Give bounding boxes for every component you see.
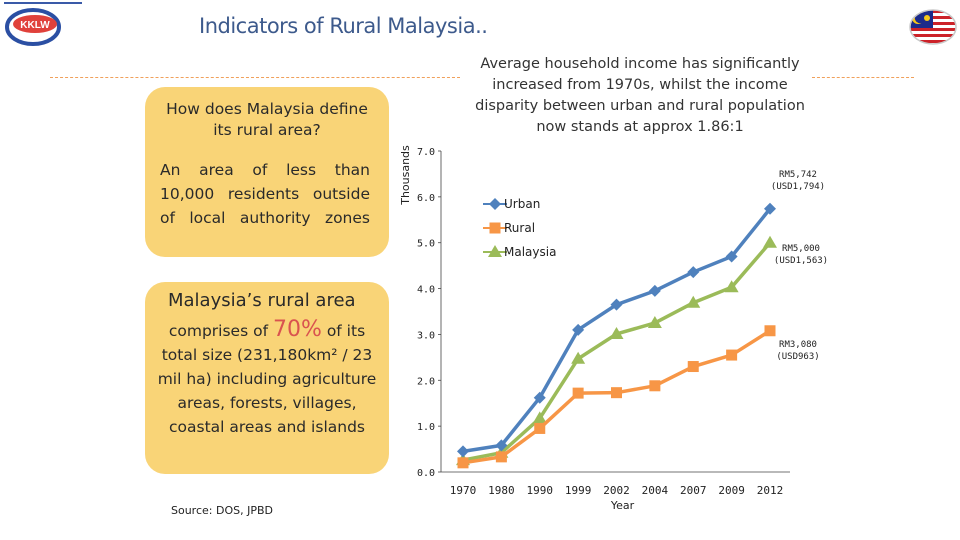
data-point-urban [610,298,623,311]
x-tick-label: 2007 [680,484,707,497]
section-divider-right [812,77,914,78]
chart-series [456,202,777,469]
rural-body-prefix: comprises of [168,322,269,340]
x-tick-label: 1999 [565,484,592,497]
data-point-rural [457,457,469,469]
rural-area-title: Malaysia’s rural area [168,290,356,311]
data-point-malaysia [647,315,662,328]
annotation-label: (USD963) [776,352,819,362]
data-point-urban [457,445,469,458]
legend-marker-malaysia [488,245,502,257]
legend-label-malaysia: Malaysia [504,245,556,259]
annotation-label: (USD1,563) [774,256,828,266]
annotation-label: RM5,000 [782,244,820,254]
x-axis-label: Year [610,499,635,512]
x-tick-label: 2004 [642,484,669,497]
definition-question: How does Malaysia define its rural area? [166,100,368,139]
data-point-rural [495,451,507,463]
data-point-urban [725,250,738,263]
rural-area-box [145,282,389,474]
y-tick-label: 2.0 [417,376,435,387]
data-point-urban [533,391,546,404]
x-tick-label: 1990 [527,484,554,497]
chart-annotations: RM5,742 (USD1,794) RM5,000 (USD1,563) RM3,08… [771,170,828,362]
data-point-rural [764,325,776,337]
legend-marker-rural [489,222,501,234]
data-point-urban [687,266,700,279]
legend-label-urban: Urban [504,197,540,211]
chart-axes: 0.0 1.0 2.0 3.0 4.0 5.0 6.0 7.0 Thousands 1970 198… [399,145,790,512]
x-tick-label: 2012 [757,484,784,497]
y-tick-label: 0.0 [417,468,435,479]
income-line-chart: 0.0 1.0 2.0 3.0 4.0 5.0 6.0 7.0 Thousands 1970 198… [399,145,828,512]
legend-marker-urban [489,198,501,210]
data-point-malaysia [686,295,701,308]
definition-box [145,87,389,257]
y-axis-label: Thousands [399,145,412,206]
y-tick-label: 7.0 [417,147,435,158]
rural-body-rest: total size (231,180km² / 23 mil ha) incl… [157,346,377,436]
annotation-label: (USD1,794) [771,182,825,192]
data-point-malaysia [763,235,777,248]
series-line-malaysia [462,241,772,462]
annotation-label: RM5,742 [779,170,817,180]
rural-percent: 70% [272,317,322,342]
page-title: Indicators of Rural Malaysia.. [199,14,488,38]
data-point-malaysia [532,411,547,424]
section-divider-left [50,77,460,78]
rural-body-suffix: of its [326,322,366,340]
x-tick-label: 1980 [488,484,515,497]
y-tick-label: 1.0 [417,422,435,433]
x-tick-label: 1970 [450,484,477,497]
data-point-urban [764,202,776,215]
y-tick-label: 6.0 [417,193,435,204]
data-point-rural [611,387,622,399]
annotation-label: RM3,080 [779,340,817,350]
data-point-malaysia [571,351,586,364]
x-tick-label: 2009 [718,484,745,497]
rural-area-body: comprises of 70% of its total size (231,… [150,318,384,439]
data-point-rural [572,387,584,399]
data-point-malaysia [609,326,624,339]
chart-headline: Average household income has significant… [475,56,805,135]
data-point-rural [649,380,661,392]
data-point-urban [572,323,585,336]
y-tick-label: 3.0 [417,330,435,341]
header-rule [4,2,82,4]
data-point-rural [534,422,546,434]
chart-legend: Urban Rural Malaysia [483,197,556,259]
data-point-malaysia [724,280,739,293]
data-point-urban [648,284,661,297]
x-tick-label: 2002 [603,484,630,497]
definition-answer: An area of less than 10,000 residents ou… [160,161,370,227]
data-point-rural [726,349,738,361]
source-note: Source: DOS, JPBD [171,504,273,517]
y-tick-label: 5.0 [417,239,435,250]
data-point-urban [495,439,508,452]
y-tick-label: 4.0 [417,285,435,296]
logo-text: KKLW [20,20,50,31]
legend-label-rural: Rural [504,221,535,235]
malaysia-flag-icon [909,9,957,45]
data-point-rural [687,361,699,373]
kklw-logo: KKLW [5,8,61,46]
